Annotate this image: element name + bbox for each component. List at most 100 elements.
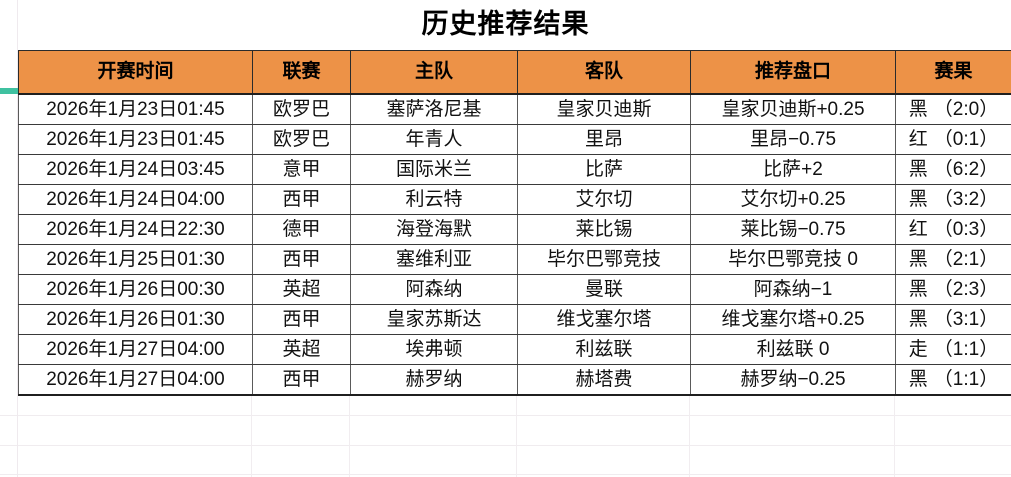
result-score: （3:1） <box>933 309 999 330</box>
result-outcome-label: 黑 <box>908 369 928 390</box>
result-score: （0:3） <box>933 219 999 240</box>
cell-result[interactable]: 黑（2:1） <box>895 244 1011 275</box>
cell-league[interactable]: 英超 <box>252 274 351 305</box>
cell-result[interactable]: 黑（2:3） <box>895 274 1011 305</box>
cell-result[interactable]: 黑（1:1） <box>895 364 1011 396</box>
result-score: （0:1） <box>933 129 999 150</box>
cell-pick[interactable]: 莱比锡−0.75 <box>690 214 896 245</box>
cell-time[interactable]: 2026年1月23日01:45 <box>18 124 253 155</box>
cell-league[interactable]: 欧罗巴 <box>252 93 351 125</box>
cell-time[interactable]: 2026年1月23日01:45 <box>18 93 253 125</box>
cell-pick[interactable]: 维戈塞尔塔+0.25 <box>690 304 896 335</box>
cell-away[interactable]: 皇家贝迪斯 <box>517 93 691 125</box>
cell-time[interactable]: 2026年1月25日01:30 <box>18 244 253 275</box>
cell-time[interactable]: 2026年1月26日01:30 <box>18 304 253 335</box>
cell-time[interactable]: 2026年1月24日04:00 <box>18 184 253 215</box>
cell-home[interactable]: 塞萨洛尼基 <box>350 93 518 125</box>
sheet-column-edge <box>516 390 517 477</box>
cell-result[interactable]: 黑（6:2） <box>895 154 1011 185</box>
cell-home[interactable]: 国际米兰 <box>350 154 518 185</box>
table-row[interactable]: 2026年1月23日01:45 欧罗巴 年青人 里昂 里昂−0.75 红（0:1） <box>18 124 1011 155</box>
page-title: 历史推荐结果 <box>421 8 590 39</box>
history-results-table: 开赛时间 联赛 主队 客队 推荐盘口 赛果 2026年1月23日01:45 欧罗巴… <box>18 50 1011 396</box>
cell-league[interactable]: 德甲 <box>252 214 351 245</box>
table-row[interactable]: 2026年1月23日01:45 欧罗巴 塞萨洛尼基 皇家贝迪斯 皇家贝迪斯+0.25 黑（… <box>18 93 1011 125</box>
cell-result[interactable]: 黑（2:0） <box>895 93 1011 125</box>
column-header-result[interactable]: 赛果 <box>895 50 1011 95</box>
cell-result[interactable]: 红（0:1） <box>895 124 1011 155</box>
column-header-home[interactable]: 主队 <box>350 50 518 95</box>
cell-home[interactable]: 塞维利亚 <box>350 244 518 275</box>
cell-result[interactable]: 黑（3:1） <box>895 304 1011 335</box>
cell-pick[interactable]: 里昂−0.75 <box>690 124 896 155</box>
table-row[interactable]: 2026年1月25日01:30 西甲 塞维利亚 毕尔巴鄂竞技 毕尔巴鄂竞技 0 黑（2:1… <box>18 244 1011 275</box>
sheet-column-edge <box>349 390 350 477</box>
cell-league[interactable]: 西甲 <box>252 244 351 275</box>
cell-home[interactable]: 埃弗顿 <box>350 334 518 365</box>
cell-home[interactable]: 赫罗纳 <box>350 364 518 396</box>
cell-home[interactable]: 年青人 <box>350 124 518 155</box>
cell-home[interactable]: 利云特 <box>350 184 518 215</box>
cell-pick[interactable]: 赫罗纳−0.25 <box>690 364 896 396</box>
cell-result[interactable]: 走（1:1） <box>895 334 1011 365</box>
cell-league[interactable]: 英超 <box>252 334 351 365</box>
cell-home[interactable]: 皇家苏斯达 <box>350 304 518 335</box>
result-score: （1:1） <box>933 369 999 390</box>
cell-away[interactable]: 维戈塞尔塔 <box>517 304 691 335</box>
table-row[interactable]: 2026年1月26日01:30 西甲 皇家苏斯达 维戈塞尔塔 维戈塞尔塔+0.25 黑（3… <box>18 304 1011 335</box>
cell-away[interactable]: 利兹联 <box>517 334 691 365</box>
cell-away[interactable]: 比萨 <box>517 154 691 185</box>
cell-league[interactable]: 欧罗巴 <box>252 124 351 155</box>
cell-time[interactable]: 2026年1月26日00:30 <box>18 274 253 305</box>
cell-league[interactable]: 西甲 <box>252 364 351 396</box>
cell-pick[interactable]: 艾尔切+0.25 <box>690 184 896 215</box>
cell-league[interactable]: 意甲 <box>252 154 351 185</box>
cell-away[interactable]: 赫塔费 <box>517 364 691 396</box>
table-row[interactable]: 2026年1月26日00:30 英超 阿森纳 曼联 阿森纳−1 黑（2:3） <box>18 274 1011 305</box>
cell-pick[interactable]: 阿森纳−1 <box>690 274 896 305</box>
cell-pick[interactable]: 利兹联 0 <box>690 334 896 365</box>
table-row[interactable]: 2026年1月24日04:00 西甲 利云特 艾尔切 艾尔切+0.25 黑（3:2） <box>18 184 1011 215</box>
cell-away[interactable]: 艾尔切 <box>517 184 691 215</box>
result-score: （1:1） <box>933 339 999 360</box>
cell-pick[interactable]: 毕尔巴鄂竞技 0 <box>690 244 896 275</box>
sheet-column-edge <box>17 0 18 477</box>
cell-time[interactable]: 2026年1月27日04:00 <box>18 334 253 365</box>
cell-away[interactable]: 曼联 <box>517 274 691 305</box>
table-header: 开赛时间 联赛 主队 客队 推荐盘口 赛果 <box>18 50 1011 95</box>
table-body: 2026年1月23日01:45 欧罗巴 塞萨洛尼基 皇家贝迪斯 皇家贝迪斯+0.25 黑（… <box>18 93 1011 396</box>
cell-league[interactable]: 西甲 <box>252 184 351 215</box>
sheet-gridline <box>0 445 1011 446</box>
cell-home[interactable]: 阿森纳 <box>350 274 518 305</box>
result-score: （2:3） <box>933 279 999 300</box>
result-outcome-label: 黑 <box>908 309 928 330</box>
cell-away[interactable]: 莱比锡 <box>517 214 691 245</box>
table-header-row: 开赛时间 联赛 主队 客队 推荐盘口 赛果 <box>18 50 1011 95</box>
column-header-time[interactable]: 开赛时间 <box>18 50 253 95</box>
cell-away[interactable]: 毕尔巴鄂竞技 <box>517 244 691 275</box>
result-outcome-label: 黑 <box>908 99 928 120</box>
column-header-league[interactable]: 联赛 <box>252 50 351 95</box>
column-header-pick[interactable]: 推荐盘口 <box>690 50 896 95</box>
cell-home[interactable]: 海登海默 <box>350 214 518 245</box>
sheet-column-edge <box>689 390 690 477</box>
table-row[interactable]: 2026年1月24日22:30 德甲 海登海默 莱比锡 莱比锡−0.75 红（0:3） <box>18 214 1011 245</box>
cell-league[interactable]: 西甲 <box>252 304 351 335</box>
cell-pick[interactable]: 比萨+2 <box>690 154 896 185</box>
cell-result[interactable]: 红（0:3） <box>895 214 1011 245</box>
cell-time[interactable]: 2026年1月24日22:30 <box>18 214 253 245</box>
column-header-away[interactable]: 客队 <box>517 50 691 95</box>
table-row[interactable]: 2026年1月24日03:45 意甲 国际米兰 比萨 比萨+2 黑（6:2） <box>18 154 1011 185</box>
cell-away[interactable]: 里昂 <box>517 124 691 155</box>
cell-time[interactable]: 2026年1月24日03:45 <box>18 154 253 185</box>
row-selection-marker <box>0 88 19 94</box>
table-row[interactable]: 2026年1月27日04:00 西甲 赫罗纳 赫塔费 赫罗纳−0.25 黑（1:1） <box>18 364 1011 396</box>
sheet-gridline <box>0 474 1011 475</box>
result-score: （2:0） <box>933 99 999 120</box>
cell-time[interactable]: 2026年1月27日04:00 <box>18 364 253 396</box>
cell-result[interactable]: 黑（3:2） <box>895 184 1011 215</box>
cell-pick[interactable]: 皇家贝迪斯+0.25 <box>690 93 896 125</box>
result-outcome-label: 黑 <box>908 159 928 180</box>
table-row[interactable]: 2026年1月27日04:00 英超 埃弗顿 利兹联 利兹联 0 走（1:1） <box>18 334 1011 365</box>
